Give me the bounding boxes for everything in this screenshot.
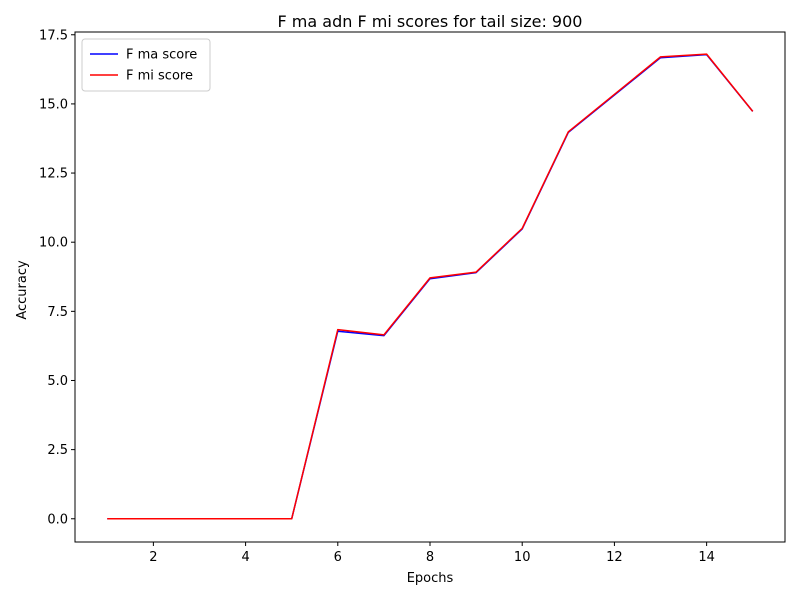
plot-area bbox=[75, 32, 785, 542]
chart-title: F ma adn F mi scores for tail size: 900 bbox=[278, 12, 583, 31]
y-tick-label: 17.5 bbox=[39, 28, 68, 43]
series-layer bbox=[107, 53, 754, 520]
x-tick-label: 2 bbox=[149, 550, 157, 565]
axes-layer: 2 4 6 8 10 12 14 0.0 2.5 5.0 7.5 10.0 12.5 15.0 17.5 bbox=[39, 28, 786, 565]
x-tick-label: 8 bbox=[426, 550, 434, 565]
legend: F ma score F mi score bbox=[81, 38, 211, 92]
legend-label-0: F ma score bbox=[126, 48, 197, 63]
legend-box bbox=[81, 38, 211, 92]
y-tick-label: 12.5 bbox=[39, 167, 68, 182]
x-tick-label: 10 bbox=[514, 550, 531, 565]
y-tick-label: 10.0 bbox=[39, 236, 68, 251]
series-line-1 bbox=[107, 53, 754, 520]
x-tick-label: 14 bbox=[698, 550, 715, 565]
x-tick-label: 12 bbox=[606, 550, 623, 565]
y-tick-label: 0.0 bbox=[47, 512, 68, 527]
x-tick-label: 6 bbox=[334, 550, 342, 565]
y-tick-label: 5.0 bbox=[47, 374, 68, 389]
y-axis-label: Accuracy bbox=[15, 260, 30, 320]
y-tick-label: 2.5 bbox=[47, 443, 68, 458]
x-tick-label: 4 bbox=[241, 550, 249, 565]
y-tick-label: 15.0 bbox=[39, 97, 68, 112]
x-axis-label: Epochs bbox=[407, 571, 454, 586]
y-tick-label: 7.5 bbox=[47, 305, 68, 320]
legend-label-1: F mi score bbox=[126, 69, 193, 84]
